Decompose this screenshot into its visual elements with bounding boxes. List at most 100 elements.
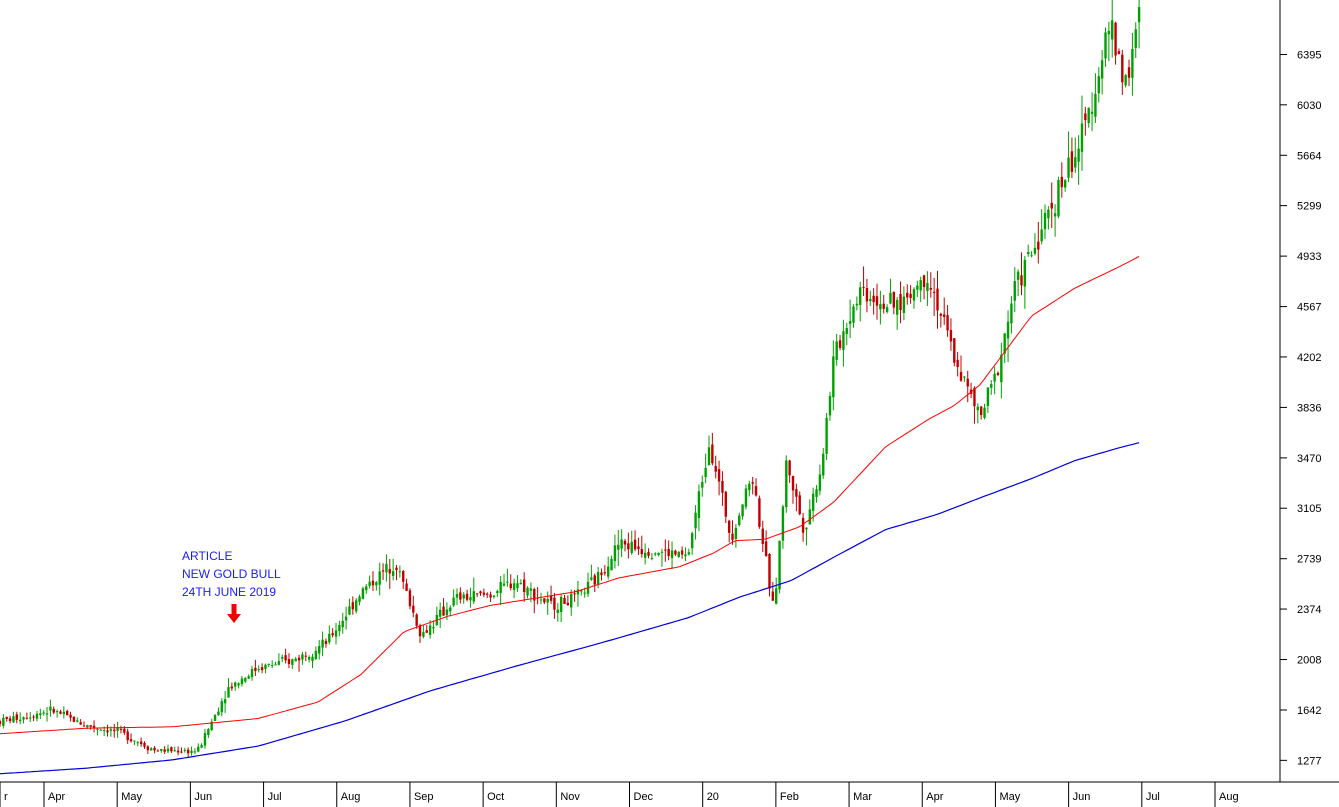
candle-body: [42, 712, 45, 714]
candle-body: [0, 721, 2, 725]
candle-body: [405, 583, 408, 591]
candle-body: [287, 659, 291, 664]
candle-body: [32, 716, 35, 718]
candle-body: [385, 563, 388, 573]
candle-body: [717, 469, 721, 482]
x-tick-label: Sep: [414, 791, 434, 803]
candle-body: [1060, 176, 1064, 188]
candle-body: [442, 606, 445, 616]
y-tick-label: 6395: [1297, 49, 1321, 61]
candle-body: [731, 533, 734, 540]
candle-body: [687, 552, 691, 555]
candle-body: [1023, 259, 1027, 287]
candle-body: [412, 605, 415, 613]
candle-body: [549, 595, 553, 601]
candle-body: [1090, 111, 1094, 114]
candle-body: [12, 716, 15, 723]
x-axis: r Apr May Jun Jul Aug Sep Oct Nov Dec 20 Feb Mar Apr M…: [0, 782, 1239, 807]
candle-body: [775, 588, 778, 604]
candle-body: [52, 708, 55, 713]
candle-body: [600, 572, 603, 576]
candle-body: [778, 540, 781, 590]
candle-body: [895, 299, 899, 315]
candle-body: [270, 665, 274, 667]
candle-body: [902, 296, 906, 313]
candle-body: [166, 748, 170, 752]
candle-body: [150, 748, 153, 751]
candle-body: [49, 706, 52, 711]
candle-body: [321, 639, 324, 648]
candle-body: [190, 750, 193, 754]
candle-body: [1080, 123, 1084, 152]
moving-average-short-line: [0, 256, 1140, 735]
annotation: ARTICLE NEW GOLD BULL 24TH JUNE 2019: [182, 549, 281, 623]
candle-body: [946, 315, 949, 331]
candle-body: [368, 581, 371, 586]
candle-body: [186, 749, 190, 754]
x-tick-label: Aug: [341, 791, 361, 803]
candle-body: [489, 594, 492, 598]
candle-body: [590, 577, 593, 580]
candle-body: [979, 406, 983, 416]
candle-body: [22, 717, 25, 720]
y-tick-label: 1277: [1297, 755, 1321, 767]
candle-body: [479, 591, 482, 594]
x-tick-label: Dec: [634, 791, 654, 803]
candle-body: [943, 314, 946, 317]
candle-body: [603, 572, 607, 574]
candle-body: [348, 606, 351, 615]
x-tick-label: r: [4, 791, 8, 803]
candle-body: [543, 598, 546, 603]
candle-body: [758, 498, 761, 527]
candle-body: [55, 711, 59, 713]
candle-body: [328, 633, 331, 643]
candle-body: [711, 444, 714, 464]
candle-body: [764, 541, 768, 557]
candle-body: [963, 376, 966, 378]
candle-body: [72, 716, 76, 722]
candle-body: [45, 713, 49, 715]
candle-body: [990, 384, 993, 388]
y-tick-label: 1642: [1297, 705, 1321, 717]
candle-body: [139, 741, 143, 745]
candle-body: [610, 558, 613, 571]
candle-body: [899, 294, 902, 310]
candle-body: [785, 460, 788, 508]
candle-body: [848, 321, 852, 324]
candle-body: [39, 713, 42, 715]
candle-body: [203, 733, 207, 746]
x-tick-label: Nov: [560, 791, 580, 803]
candle-body: [1097, 76, 1100, 94]
candle-body: [418, 625, 422, 637]
candle-body: [791, 476, 795, 491]
candle-body: [916, 285, 919, 290]
candle-body: [381, 570, 385, 572]
annotation-line-2: NEW GOLD BULL: [182, 567, 281, 581]
candle-body: [66, 710, 69, 716]
candle-body: [835, 341, 838, 360]
candle-body: [99, 729, 103, 731]
candle-body: [334, 630, 338, 637]
candle-body: [486, 593, 489, 595]
candle-body: [953, 338, 956, 363]
candle-body: [1087, 107, 1090, 124]
candle-body: [633, 539, 637, 550]
candle-body: [738, 515, 741, 525]
candle-body: [1016, 271, 1020, 280]
candle-body: [76, 720, 79, 722]
candle-body: [338, 624, 341, 632]
candle-body: [358, 596, 361, 602]
candle-body: [183, 749, 187, 751]
candle-body: [445, 609, 449, 616]
candle-body: [627, 543, 630, 550]
candle-body: [274, 664, 277, 666]
candle-body: [721, 481, 724, 493]
candle-body: [563, 597, 566, 604]
candle-body: [862, 287, 865, 289]
x-tick-label: Aug: [1219, 791, 1239, 803]
candle-body: [176, 750, 180, 753]
candle-body: [146, 746, 150, 751]
candle-body: [892, 291, 896, 308]
candle-body: [620, 539, 623, 549]
candle-body: [630, 541, 633, 553]
